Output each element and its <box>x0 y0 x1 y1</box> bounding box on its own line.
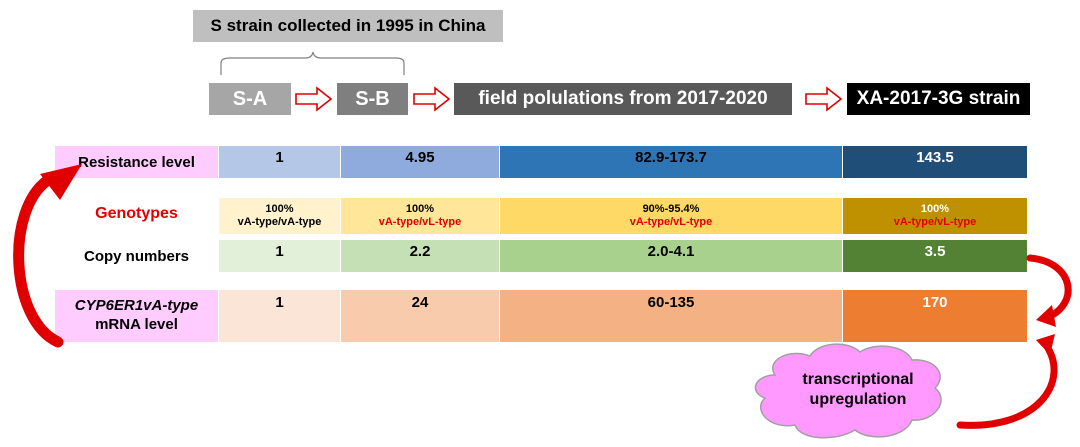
left-curved-arrow <box>13 164 82 348</box>
genotype-percent-1: 100% <box>265 203 294 216</box>
resistance-value-2: 4.95 <box>405 149 435 167</box>
genotype-type-1: vA-type/vA-type <box>237 216 322 228</box>
cloud-line-1: transcriptional <box>802 371 914 388</box>
label-mrna: CYP6ER1vA-type mRNA level <box>55 290 218 342</box>
genotype-type-2: vA-type/vL-type <box>378 216 462 228</box>
resistance-cell-3: 82.9-173.7 <box>500 146 842 178</box>
stage-s-b-label: S-B <box>355 87 390 110</box>
genotype-cell-1: 100% vA-type/vA-type <box>219 198 340 234</box>
label-resistance-text: Resistance level <box>78 153 195 171</box>
stage-field-label: field polulations from 2017-2020 <box>478 88 768 109</box>
genotype-percent-3: 90%-95.4% <box>642 203 700 216</box>
genotype-type-4: vA-type/vL-type <box>893 216 977 228</box>
stage-s-a-label: S-A <box>232 87 268 110</box>
collected-label-box: S strain collected in 1995 in China <box>193 10 503 42</box>
copy-value-3: 2.0-4.1 <box>647 243 695 261</box>
hollow-arrow-1 <box>295 86 333 112</box>
copy-cell-2: 2.2 <box>341 240 499 272</box>
copy-cell-4: 3.5 <box>843 240 1027 272</box>
genotype-percent-4: 100% <box>920 203 950 216</box>
mrna-value-2: 24 <box>411 294 429 311</box>
genotype-cell-2: 100% vA-type/vL-type <box>341 198 499 234</box>
cloud-shape <box>754 343 942 439</box>
hollow-arrow-2 <box>413 86 451 112</box>
mrna-cell-2: 24 <box>341 290 499 342</box>
label-mrna-gene: CYP6ER1vA-type <box>74 297 199 315</box>
cloud-line-2: upregulation <box>809 391 907 408</box>
right-curved-arrow <box>1026 254 1072 327</box>
collected-label: S strain collected in 1995 in China <box>210 16 486 35</box>
cloud-curved-arrow <box>956 334 1058 429</box>
copy-cell-1: 1 <box>219 240 340 272</box>
genotype-percent-2: 100% <box>405 203 435 216</box>
copy-cell-3: 2.0-4.1 <box>500 240 842 272</box>
bracket <box>220 51 405 75</box>
mrna-cell-1: 1 <box>219 290 340 342</box>
resistance-cell-2: 4.95 <box>341 146 499 178</box>
label-copy-numbers: Copy numbers <box>55 240 218 272</box>
stage-s-b: S-B <box>337 83 408 115</box>
stage-field: field polulations from 2017-2020 <box>454 83 792 115</box>
resistance-value-1: 1 <box>275 149 284 167</box>
resistance-cell-1: 1 <box>219 146 340 178</box>
stage-xa: XA-2017-3G strain <box>847 83 1030 115</box>
mrna-value-3: 60-135 <box>647 294 695 311</box>
cloud-text: transcriptional upregulation <box>778 370 938 410</box>
label-genotypes-text: Genotypes <box>95 205 178 222</box>
genotype-type-3: vA-type/vL-type <box>629 216 713 228</box>
resistance-value-4: 143.5 <box>916 149 954 167</box>
resistance-cell-4: 143.5 <box>843 146 1027 178</box>
genotype-cell-3: 90%-95.4% vA-type/vL-type <box>500 198 842 234</box>
resistance-value-3: 82.9-173.7 <box>635 149 707 167</box>
label-copy-numbers-text: Copy numbers <box>83 247 189 265</box>
mrna-value-4: 170 <box>922 294 948 311</box>
stage-s-a: S-A <box>209 83 291 115</box>
mrna-value-1: 1 <box>275 294 284 311</box>
hollow-arrow-3 <box>805 86 843 112</box>
genotype-cell-4: 100% vA-type/vL-type <box>843 198 1027 234</box>
label-resistance: Resistance level <box>55 146 218 178</box>
copy-value-2: 2.2 <box>409 243 431 261</box>
copy-value-4: 3.5 <box>924 243 946 261</box>
mrna-cell-3: 60-135 <box>500 290 842 342</box>
mrna-cell-4: 170 <box>843 290 1027 342</box>
label-mrna-line2: mRNA level <box>95 316 178 333</box>
label-genotypes: Genotypes <box>55 198 218 230</box>
stage-xa-label: XA-2017-3G strain <box>856 88 1021 109</box>
copy-value-1: 1 <box>275 243 284 261</box>
